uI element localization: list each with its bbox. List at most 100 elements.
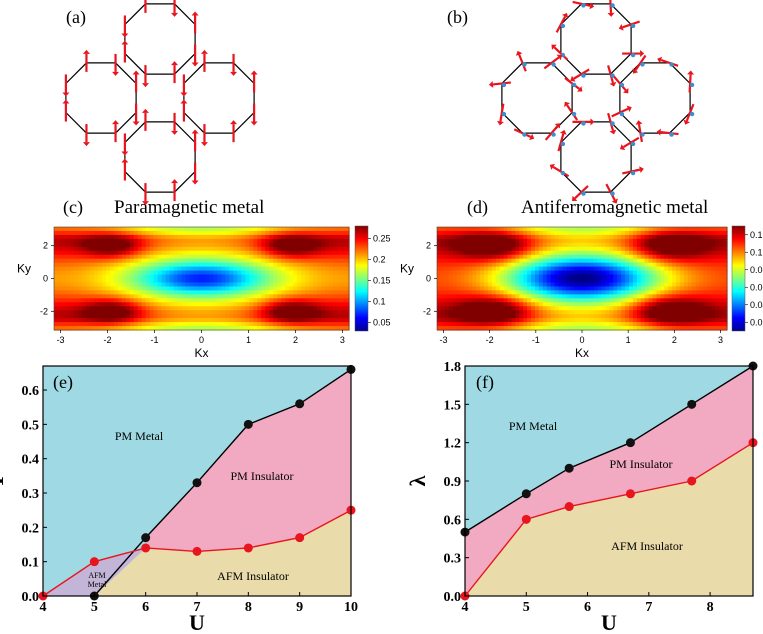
heatmap-cell [65,298,71,303]
heatmap-cell [189,254,195,260]
heatmap-cell [464,266,469,272]
heatmap-cell [113,270,119,276]
heatmap-cell [97,294,103,299]
heatmap-cell [648,278,654,284]
heatmap-cell [503,298,509,303]
heatmap-cell [703,278,709,284]
heatmap-cell [345,310,350,315]
heatmap-cell [711,294,716,299]
heatmap-cell [265,322,270,327]
heatmap-cell [165,238,171,244]
heatmap-cell [534,278,540,284]
heatmap-cell [664,270,669,276]
heatmap-cell [558,298,564,303]
heatmap-cell [281,238,286,244]
heatmap-cell [574,270,579,276]
heatmap-cell [101,286,107,291]
heatmap-cell [329,322,334,327]
heatmap-cell [305,250,310,256]
heatmap-cell [54,254,59,260]
heatmap-cell [177,310,183,315]
heatmap-cell [153,254,159,260]
lattice-octagon [65,62,137,134]
heatmap-cell [562,306,567,311]
heatmap-cell [723,302,728,307]
heatmap-cell [582,254,587,260]
heatmap-cell [546,290,552,295]
heatmap-cell [695,314,701,319]
heatmap-cell [161,266,167,272]
heatmap-cell [437,290,442,295]
heatmap-cell [625,318,630,323]
heatmap-cell [527,306,532,311]
heatmap-cell [515,318,520,323]
heatmap-cell [707,318,712,323]
heatmap-cell [289,238,294,244]
heatmap-cell [221,322,227,327]
heatmap-cell [648,242,654,248]
heatmap-cell [515,314,520,319]
heatmap-cell [297,234,302,240]
heatmap-cell [281,270,286,276]
heatmap-cell [265,250,270,256]
heatmap-cell [57,290,63,295]
heatmap-cell [464,314,469,319]
heatmap-cell [464,278,469,284]
heatmap-cell [109,278,115,284]
heatmap-cell [177,282,183,288]
heatmap-cell [711,242,716,248]
heatmap-cell [101,270,107,276]
x-axis-label: U [189,610,205,634]
heatmap-cell [503,266,509,272]
heatmap-cell [574,230,579,236]
heatmap-cell [723,310,728,315]
heatmap-cell [229,238,234,244]
heatmap-cell [546,246,552,252]
heatmap-cell [703,270,709,276]
heatmap-cell [321,290,326,295]
heatmap-cell [241,242,246,248]
heatmap-cell [165,286,171,291]
heatmap-cell [237,230,242,236]
heatmap-cell [613,310,618,315]
heatmap-cell [640,234,646,240]
heatmap-cell [691,258,697,264]
heatmap-cell [444,322,450,327]
heatmap-cell [503,314,509,319]
heatmap-cell [617,282,622,288]
region-label: Metal [88,580,107,589]
heatmap-cell [585,310,591,315]
heatmap-cell [440,234,446,240]
heatmap-cell [460,318,466,323]
heatmap-cell [629,274,634,280]
heatmap-cell [157,238,163,244]
heatmap-cell [487,246,493,252]
heatmap-cell [57,302,63,307]
heatmap-cell [538,306,544,311]
heatmap-cell [523,286,528,291]
heatmap-cell [511,258,516,264]
heatmap-cell [313,258,318,264]
heatmap-cell [341,270,346,276]
heatmap-cell [265,227,270,232]
heatmap-cell [527,310,532,315]
heatmap-cell [699,227,705,232]
heatmap-cell [589,227,595,232]
heatmap-cell [325,234,330,240]
spin-arrowhead [191,62,199,67]
heatmap-cell [117,306,123,311]
heatmap-cell [437,270,442,276]
heatmap-cell [177,238,183,244]
heatmap-cell [656,250,661,256]
heatmap-cell [621,230,626,236]
heatmap-cell [707,322,712,327]
heatmap-cell [476,302,481,307]
spin-arrowhead [230,71,238,76]
heatmap-cell [221,326,227,331]
heatmap-cell [542,274,548,280]
heatmap-cell [593,302,599,307]
heatmap-cell [664,227,669,232]
heatmap-cell [333,270,338,276]
heatmap-cell [321,254,326,260]
heatmap-cell [719,310,724,315]
